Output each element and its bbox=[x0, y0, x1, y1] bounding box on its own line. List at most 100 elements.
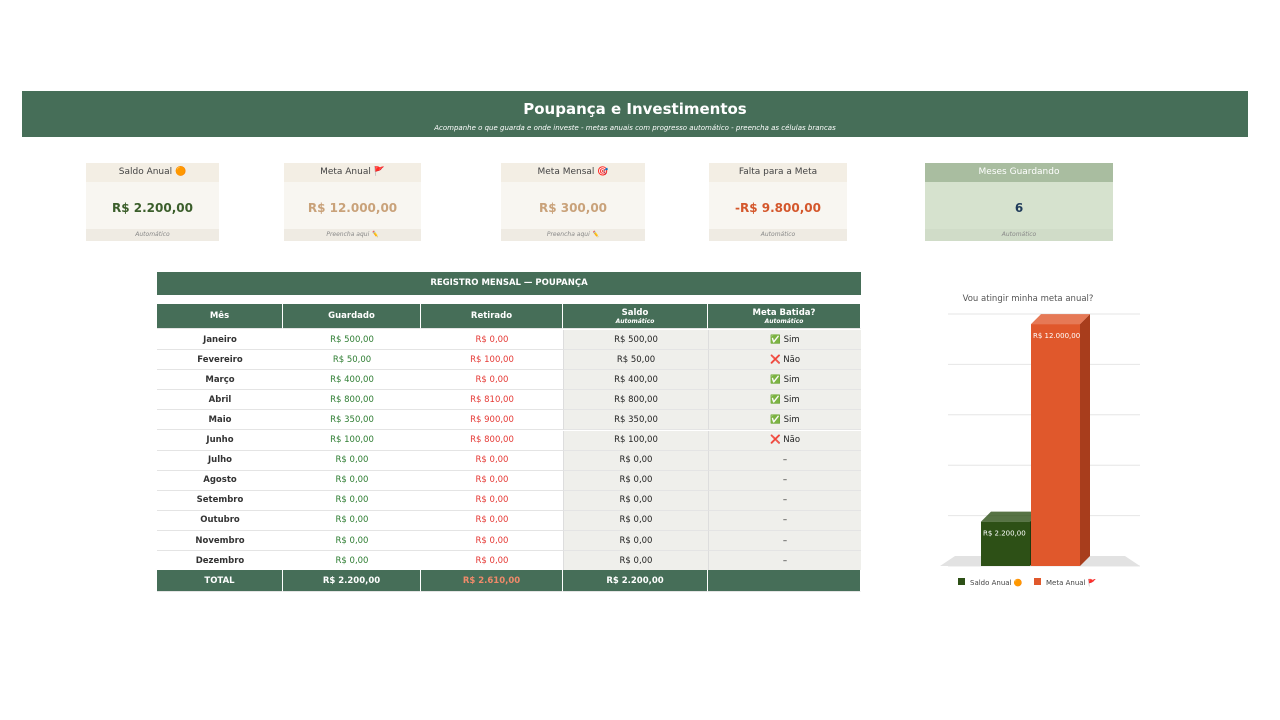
bar-top bbox=[1031, 314, 1090, 325]
total-cell: TOTAL bbox=[157, 570, 283, 592]
card-value: R$ 2.200,00 bbox=[86, 182, 219, 229]
table-cell: R$ 0,00 bbox=[283, 470, 421, 491]
table-cell: R$ 900,00 bbox=[421, 410, 563, 431]
card-label: Saldo Anual 🟠 bbox=[86, 163, 219, 182]
table-cell: R$ 0,00 bbox=[563, 510, 708, 531]
table-cell: R$ 500,00 bbox=[283, 330, 421, 350]
card-note: Preencha aqui ✏️ bbox=[284, 229, 421, 241]
table-cell: R$ 0,00 bbox=[563, 470, 708, 491]
card-value: -R$ 9.800,00 bbox=[709, 182, 847, 229]
legend-swatch bbox=[958, 578, 965, 585]
card: Falta para a Meta -R$ 9.800,00 Automático bbox=[709, 163, 847, 241]
table-cell: R$ 800,00 bbox=[283, 390, 421, 411]
table-cell: Abril bbox=[157, 390, 283, 411]
data-label: R$ 2.200,00 bbox=[983, 530, 1026, 538]
header-note: Automático bbox=[615, 317, 655, 325]
header-label: Mês bbox=[209, 311, 230, 321]
table-cell: Junho bbox=[157, 430, 283, 451]
total-cell: R$ 2.200,00 bbox=[563, 570, 708, 592]
table-cell: – bbox=[708, 490, 861, 511]
card-note: Automático bbox=[925, 229, 1113, 241]
table-cell: R$ 350,00 bbox=[563, 410, 708, 431]
table-cell: R$ 50,00 bbox=[563, 350, 708, 371]
table-cell: R$ 0,00 bbox=[283, 510, 421, 531]
header-label: Guardado bbox=[328, 311, 375, 321]
legend-label: Saldo Anual 🟠 bbox=[970, 578, 1023, 587]
table-cell: R$ 100,00 bbox=[421, 350, 563, 371]
table-cell: R$ 800,00 bbox=[563, 390, 708, 411]
card-note: Preencha aqui ✏️ bbox=[501, 229, 645, 241]
card-note: Automático bbox=[709, 229, 847, 241]
card: Meses Guardando 6 Automático bbox=[925, 163, 1113, 241]
table-cell: R$ 100,00 bbox=[283, 430, 421, 451]
table-cell: – bbox=[708, 470, 861, 491]
legend-label: Meta Anual 🚩 bbox=[1046, 578, 1097, 587]
table-cell: R$ 400,00 bbox=[563, 370, 708, 391]
table-cell: Janeiro bbox=[157, 330, 283, 350]
chart-title: Vou atingir minha meta anual? bbox=[963, 294, 1094, 304]
table-cell: R$ 810,00 bbox=[421, 390, 563, 411]
table-cell: R$ 100,00 bbox=[563, 430, 708, 451]
table-cell: ❌ Não bbox=[708, 430, 861, 451]
column-header: Saldo Automático bbox=[563, 304, 708, 329]
table-cell: ✅ Sim bbox=[708, 410, 861, 431]
table-cell: R$ 0,00 bbox=[421, 531, 563, 551]
bar bbox=[1031, 324, 1080, 566]
table-cell: R$ 0,00 bbox=[563, 450, 708, 471]
column-header: Meta Batida? Automático bbox=[708, 304, 861, 329]
table-cell: R$ 0,00 bbox=[421, 510, 563, 531]
subtitle: Acompanhe o que guarda e onde investe - … bbox=[434, 124, 836, 132]
table-cell: R$ 0,00 bbox=[563, 531, 708, 551]
card-label: Meta Mensal 🎯 bbox=[501, 163, 645, 182]
table-cell: Julho bbox=[157, 450, 283, 471]
total-cell: R$ 2.610,00 bbox=[421, 570, 563, 592]
table-cell: – bbox=[708, 551, 861, 572]
table-cell: Fevereiro bbox=[157, 350, 283, 371]
card: Meta Mensal 🎯 R$ 300,00 Preencha aqui ✏️ bbox=[501, 163, 645, 241]
data-label: R$ 12.000,00 bbox=[1033, 332, 1080, 340]
table-cell: R$ 0,00 bbox=[283, 531, 421, 551]
table-cell: ✅ Sim bbox=[708, 370, 861, 391]
table-cell: R$ 0,00 bbox=[421, 470, 563, 491]
card-value: R$ 12.000,00 bbox=[284, 182, 421, 229]
card: Meta Anual 🚩 R$ 12.000,00 Preencha aqui ✏️ bbox=[284, 163, 421, 241]
table-cell: ❌ Não bbox=[708, 350, 861, 371]
table-cell: Março bbox=[157, 370, 283, 391]
bar-top bbox=[981, 511, 1040, 522]
card-label: Meses Guardando bbox=[925, 163, 1113, 182]
card-label: Falta para a Meta bbox=[709, 163, 847, 182]
chart: Vou atingir minha meta anual? R$ 2.200,00… bbox=[940, 294, 1140, 587]
table-cell: Novembro bbox=[157, 531, 283, 551]
table-cell: – bbox=[708, 510, 861, 531]
table-cell: R$ 0,00 bbox=[421, 370, 563, 391]
card-label: Meta Anual 🚩 bbox=[284, 163, 421, 182]
card-value: 6 bbox=[925, 182, 1113, 229]
column-header: Retirado bbox=[421, 304, 563, 329]
card: Saldo Anual 🟠 R$ 2.200,00 Automático bbox=[86, 163, 219, 241]
table-cell: R$ 800,00 bbox=[421, 430, 563, 451]
total-cell bbox=[708, 570, 861, 592]
card-note: Automático bbox=[86, 229, 219, 241]
total-cell: R$ 2.200,00 bbox=[283, 570, 421, 592]
table-cell: R$ 500,00 bbox=[563, 330, 708, 350]
header-label: Saldo bbox=[621, 307, 649, 318]
table-cell: Dezembro bbox=[157, 551, 283, 572]
bar-side bbox=[1080, 314, 1090, 566]
table-cell: R$ 400,00 bbox=[283, 370, 421, 391]
header-label: Meta Batida? bbox=[752, 307, 816, 318]
bar bbox=[981, 521, 1030, 566]
table-cell: Outubro bbox=[157, 510, 283, 531]
header-label: Retirado bbox=[470, 311, 513, 321]
table-cell: R$ 0,00 bbox=[283, 450, 421, 471]
table-cell: – bbox=[708, 531, 861, 551]
table-cell: R$ 0,00 bbox=[421, 551, 563, 572]
table-cell: R$ 0,00 bbox=[421, 490, 563, 511]
legend-swatch bbox=[1034, 578, 1041, 585]
title: Poupança e Investimentos bbox=[523, 100, 747, 118]
header: Poupança e Investimentos Acompanhe o que… bbox=[22, 91, 1248, 137]
table-title: REGISTRO MENSAL — POUPANÇA bbox=[157, 272, 861, 295]
table-cell: R$ 350,00 bbox=[283, 410, 421, 431]
table-cell: ✅ Sim bbox=[708, 390, 861, 411]
table-cell: R$ 0,00 bbox=[563, 490, 708, 511]
